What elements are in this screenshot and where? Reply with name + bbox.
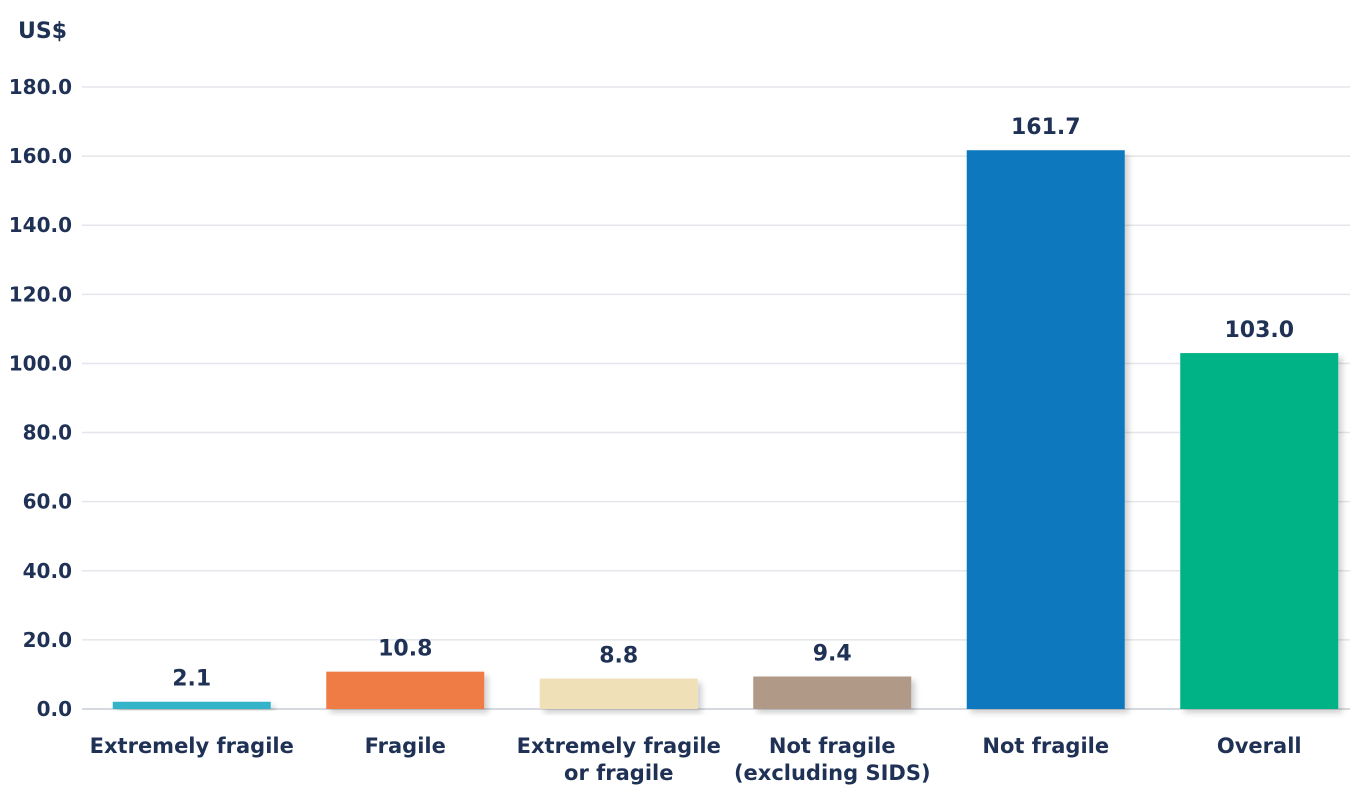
bar-value-label: 8.8 xyxy=(599,644,638,669)
bar-value-label: 161.7 xyxy=(1011,115,1081,140)
y-tick-label: 80.0 xyxy=(23,421,72,445)
y-tick-label: 40.0 xyxy=(23,559,72,583)
y-axis-ticks: 0.0 20.0 40.0 60.0 80.0 100.0 120.0 140.0 160.0 1… xyxy=(9,75,72,721)
bar xyxy=(539,678,698,709)
bar-value-label: 2.1 xyxy=(172,667,211,692)
bar xyxy=(326,671,485,709)
x-category-label: Extremely fragile xyxy=(517,734,721,758)
bar-value-label: 9.4 xyxy=(813,642,852,667)
y-tick-label: 180.0 xyxy=(9,75,72,99)
bar xyxy=(112,701,271,709)
bar xyxy=(966,150,1125,709)
y-tick-label: 60.0 xyxy=(23,490,72,514)
y-tick-label: 140.0 xyxy=(9,213,72,237)
bar-value-label: 103.0 xyxy=(1224,318,1294,343)
data-labels: 2.1 10.8 8.8 9.4 161.7 103.0 xyxy=(172,115,1294,692)
x-category-label: (excluding SIDS) xyxy=(734,761,931,785)
bars xyxy=(112,150,1339,709)
x-category-label: Not fragile xyxy=(769,734,896,758)
y-tick-label: 120.0 xyxy=(9,282,72,306)
bar-value-label: 10.8 xyxy=(378,637,432,662)
bar xyxy=(753,676,912,709)
x-category-label: Extremely fragile xyxy=(90,734,294,758)
x-axis-category-labels: Extremely fragile Fragile Extremely fragil… xyxy=(90,734,1302,785)
y-tick-label: 160.0 xyxy=(9,144,72,168)
y-tick-label: 0.0 xyxy=(37,697,72,721)
x-category-label: Not fragile xyxy=(982,734,1109,758)
gridlines xyxy=(82,86,1350,710)
y-axis-unit-label: US$ xyxy=(18,19,67,44)
x-category-label: Fragile xyxy=(365,734,446,758)
x-category-label: or fragile xyxy=(564,761,673,785)
y-tick-label: 20.0 xyxy=(23,628,72,652)
bar xyxy=(1180,353,1339,709)
y-tick-label: 100.0 xyxy=(9,351,72,375)
x-category-label: Overall xyxy=(1217,734,1302,758)
